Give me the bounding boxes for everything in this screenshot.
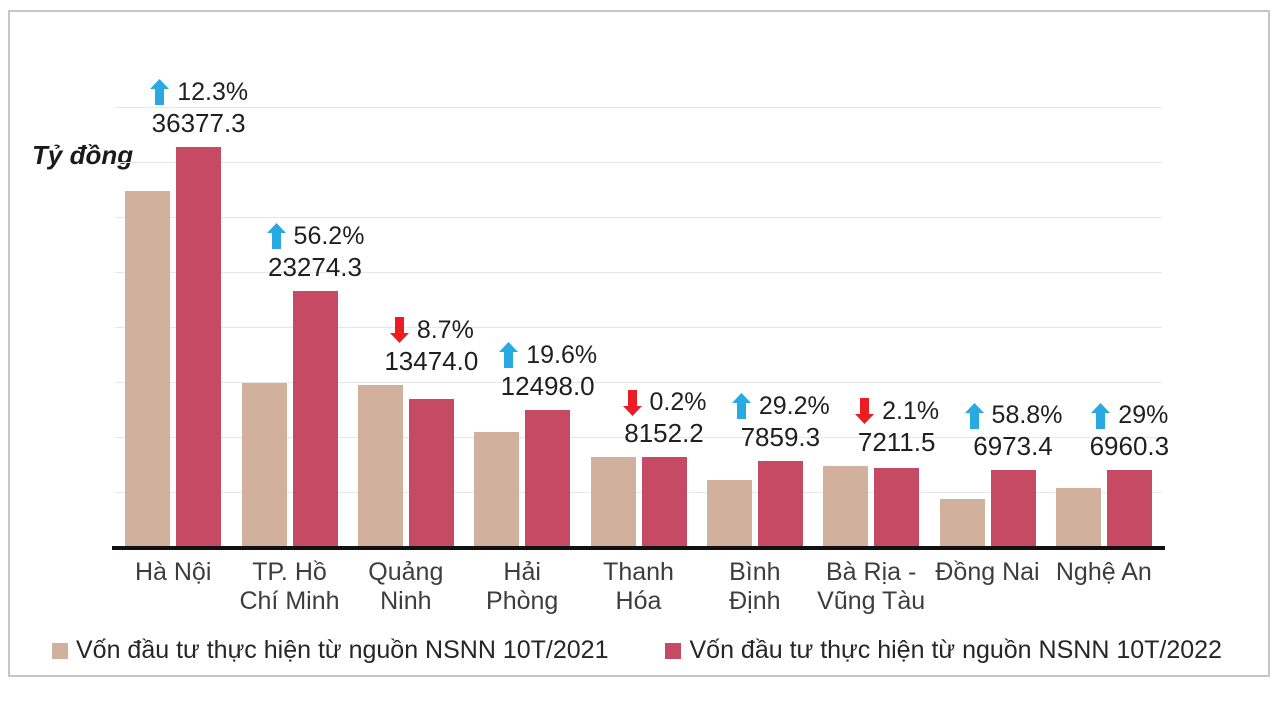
change-annotation: 29.2% 7859.3	[675, 391, 885, 453]
legend-item-10t-2022: Vốn đầu tư thực hiện từ nguồn NSNN 10T/2…	[665, 636, 1222, 665]
percent-change-label: 2.1%	[882, 396, 940, 425]
gridline	[115, 327, 1162, 328]
bar-nsnn-10t-2021	[939, 499, 985, 547]
down-arrow-icon	[389, 317, 409, 344]
legend-label: Vốn đầu tư thực hiện từ nguồn NSNN 10T/2…	[689, 636, 1222, 664]
up-arrow-icon	[266, 223, 286, 250]
x-tick-label: Quảng Ninh	[368, 558, 444, 615]
x-tick-label: Bà Rịa - Vũng Tàu	[817, 558, 926, 615]
up-arrow-icon	[150, 79, 170, 106]
percent-change-label: 8.7%	[416, 315, 474, 344]
value-label: 7211.5	[857, 426, 936, 457]
annotation-arrow-row: 0.2%	[559, 387, 769, 418]
annotation-arrow-row: 58.8%	[908, 400, 1118, 431]
percent-change-label: 19.6%	[526, 340, 598, 369]
legend-item-10t-2021: Vốn đầu tư thực hiện từ nguồn NSNN 10T/2…	[52, 636, 608, 665]
bar-nsnn-10t-2022	[408, 399, 454, 547]
change-annotation: 29% 6960.3	[1024, 400, 1234, 462]
bar-nsnn-10t-2022	[990, 470, 1036, 547]
legend: Vốn đầu tư thực hiện từ nguồn NSNN 10T/2…	[52, 636, 1222, 665]
bar-nsnn-10t-2021	[241, 383, 287, 547]
annotation-arrow-row: 2.1%	[792, 396, 1002, 427]
annotation-arrow-row: 8.7%	[326, 315, 536, 346]
bar-nsnn-10t-2022	[641, 457, 687, 547]
percent-change-label: 29.2%	[758, 391, 830, 420]
bar-nsnn-10t-2021	[590, 457, 636, 547]
annotation-arrow-row: 12.3%	[94, 77, 304, 108]
bar-nsnn-10t-2021	[823, 466, 869, 547]
down-arrow-icon	[622, 389, 642, 416]
value-label: 6960.3	[1089, 431, 1170, 462]
gridline	[115, 382, 1162, 383]
bar-nsnn-10t-2022	[757, 461, 803, 547]
value-label: 7859.3	[740, 421, 821, 452]
annotation-arrow-row: 29%	[1024, 400, 1234, 431]
x-tick-label: Hải Phòng	[486, 558, 559, 615]
x-tick-label: Bình Định	[729, 558, 781, 615]
gridline	[115, 492, 1162, 493]
change-annotation: 0.2% 8152.2	[559, 387, 769, 449]
value-label: 23274.3	[268, 251, 362, 282]
up-arrow-icon	[731, 393, 751, 420]
legend-swatch-icon	[52, 642, 68, 659]
gridline	[115, 437, 1162, 438]
annotation-arrow-row: 29.2%	[675, 391, 885, 422]
annotation-arrow-row: 56.2%	[210, 221, 420, 252]
change-annotation: 8.7% 13474.0	[326, 315, 536, 377]
percent-change-label: 29%	[1118, 401, 1169, 430]
x-axis-line	[112, 546, 1165, 550]
x-tick-label: Hà Nội	[134, 558, 212, 586]
gridline	[115, 162, 1162, 163]
percent-change-label: 12.3%	[177, 77, 249, 106]
annotation-arrow-row: 19.6%	[443, 340, 653, 371]
legend-swatch-icon	[665, 642, 682, 659]
x-tick-label: TP. Hồ Chí Minh	[239, 558, 340, 615]
change-annotation: 19.6% 12498.0	[443, 340, 653, 402]
change-annotation: 58.8% 6973.4	[908, 400, 1118, 462]
percent-change-label: 0.2%	[649, 388, 707, 417]
value-label: 36377.3	[151, 107, 246, 138]
up-arrow-icon	[964, 402, 984, 429]
gridline	[115, 217, 1162, 218]
value-label: 8152.2	[624, 418, 704, 449]
bar-nsnn-10t-2022	[1106, 470, 1152, 547]
legend-label: Vốn đầu tư thực hiện từ nguồn NSNN 10T/2…	[76, 636, 609, 664]
bar-nsnn-10t-2021	[1055, 488, 1101, 547]
change-annotation: 56.2% 23274.3	[210, 221, 420, 283]
bar-nsnn-10t-2022	[874, 468, 920, 547]
x-tick-label: Nghệ An	[1055, 558, 1152, 586]
x-tick-label: Đồng Nai	[935, 558, 1040, 586]
change-annotation: 2.1% 7211.5	[792, 396, 1002, 458]
bar-nsnn-10t-2021	[357, 385, 403, 547]
gridline	[115, 272, 1162, 273]
percent-change-label: 56.2%	[293, 221, 365, 250]
bar-nsnn-10t-2022	[292, 291, 338, 547]
value-label: 6973.4	[973, 431, 1053, 462]
value-label: 12498.0	[500, 370, 595, 401]
bar-nsnn-10t-2022	[176, 147, 222, 547]
bar-nsnn-10t-2021	[125, 191, 171, 547]
percent-change-label: 58.8%	[991, 401, 1063, 430]
value-label: 13474.0	[384, 345, 479, 376]
down-arrow-icon	[855, 398, 875, 425]
bar-nsnn-10t-2022	[525, 410, 571, 547]
bar-nsnn-10t-2021	[706, 480, 752, 547]
y-axis-label: Tỷ đồng	[32, 140, 134, 170]
up-arrow-icon	[499, 342, 519, 369]
x-tick-label: Thanh Hóa	[603, 558, 674, 615]
bar-nsnn-10t-2021	[474, 432, 520, 547]
gridline	[115, 107, 1162, 108]
change-annotation: 12.3% 36377.3	[94, 77, 304, 139]
up-arrow-icon	[1091, 402, 1111, 429]
